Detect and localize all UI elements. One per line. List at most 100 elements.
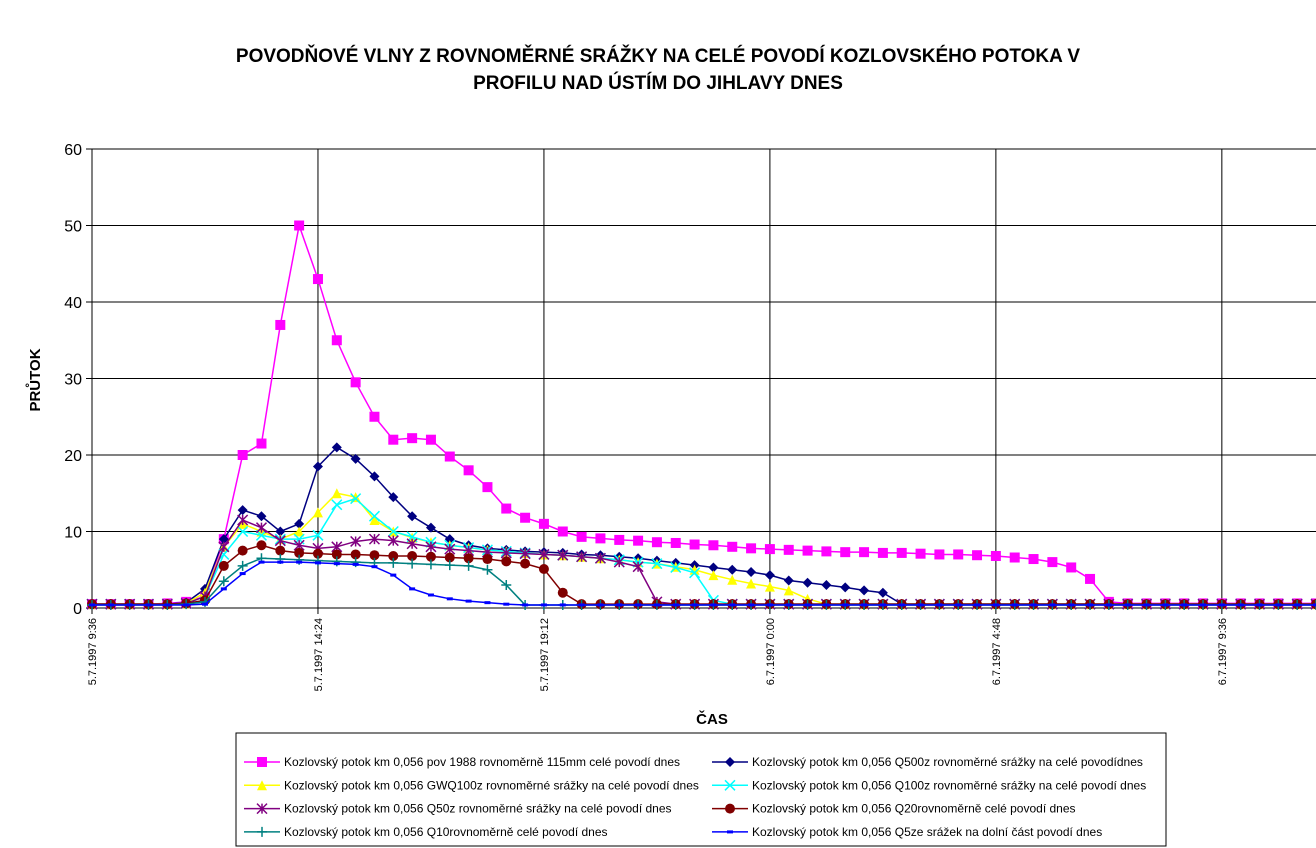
data-point <box>501 503 512 514</box>
data-point <box>427 593 434 597</box>
data-point <box>1011 603 1018 607</box>
data-point <box>294 518 305 529</box>
x-tick-label: 6.7.1997 9:36 <box>1217 618 1229 685</box>
data-point <box>444 560 455 571</box>
data-point <box>352 562 359 566</box>
data-point <box>896 547 907 558</box>
legend-label: Kozlovský potok km 0,056 GWQ100z rovnomě… <box>284 778 699 792</box>
data-point <box>821 580 832 591</box>
data-point <box>595 533 606 544</box>
data-point <box>501 556 512 567</box>
data-point <box>409 587 416 591</box>
data-point <box>312 529 324 541</box>
legend-item: Kozlovský potok km 0,056 Q500z rovnoměrn… <box>712 755 1143 769</box>
data-point <box>1162 603 1169 607</box>
data-point <box>804 603 811 607</box>
y-axis-label: PRŮTOK <box>25 348 44 411</box>
data-point <box>220 587 227 591</box>
y-tick-label: 50 <box>64 219 82 236</box>
data-point <box>312 274 323 285</box>
data-point <box>312 507 323 518</box>
data-point <box>145 603 152 607</box>
legend-item: Kozlovský potok km 0,056 GWQ100z rovnomě… <box>244 778 699 792</box>
x-tick-label: 6.7.1997 0:00 <box>765 618 777 685</box>
data-point <box>407 433 418 444</box>
data-point <box>312 461 323 472</box>
data-point <box>877 587 888 598</box>
data-point <box>331 335 342 346</box>
data-point <box>237 560 248 571</box>
data-point <box>840 547 851 558</box>
data-point <box>218 560 229 571</box>
data-point <box>934 549 945 560</box>
data-point <box>1085 573 1096 584</box>
data-point <box>484 601 491 605</box>
data-point <box>274 535 286 547</box>
data-point <box>183 603 190 607</box>
data-point <box>425 551 436 562</box>
data-point <box>164 603 171 607</box>
data-point <box>955 603 962 607</box>
data-point <box>1143 603 1150 607</box>
data-point <box>1275 603 1282 607</box>
data-point <box>727 541 738 552</box>
legend-item: Kozlovský potok km 0,056 Q50z rovnoměrné… <box>244 802 672 816</box>
data-point <box>783 585 794 596</box>
data-point <box>538 518 549 529</box>
data-point <box>425 522 436 533</box>
legend-marker <box>724 779 736 791</box>
data-point <box>823 603 830 607</box>
data-point <box>277 560 284 564</box>
data-point <box>727 564 738 575</box>
data-point <box>520 558 531 569</box>
data-point <box>917 603 924 607</box>
data-point <box>785 603 792 607</box>
data-point <box>594 552 606 564</box>
y-tick-label: 30 <box>64 372 82 389</box>
data-point <box>371 565 378 569</box>
data-point <box>444 534 455 545</box>
legend-item: Kozlovský potok km 0,056 pov 1988 rovnom… <box>244 755 680 769</box>
data-point <box>425 559 436 570</box>
data-point <box>501 580 512 591</box>
data-point <box>294 220 305 231</box>
data-point <box>463 465 474 476</box>
data-point <box>294 547 305 558</box>
data-point <box>1124 603 1131 607</box>
data-point <box>898 603 905 607</box>
data-point <box>369 515 380 526</box>
chart-title-text: POVODŇOVÉ VLNY Z ROVNOMĚRNÉ SRÁŽKY NA CE… <box>236 45 1081 94</box>
data-point <box>256 511 267 522</box>
data-point <box>275 545 286 556</box>
data-point <box>522 603 529 607</box>
data-point <box>972 550 983 561</box>
data-point <box>390 573 397 577</box>
data-point <box>407 558 418 569</box>
data-point <box>312 548 323 559</box>
data-point <box>406 538 418 550</box>
data-point <box>672 603 679 607</box>
legend-label: Kozlovský potok km 0,056 Q50z rovnoměrné… <box>284 802 672 816</box>
data-point <box>746 578 757 589</box>
data-point <box>369 471 380 482</box>
data-point <box>256 540 267 551</box>
data-point <box>915 548 926 559</box>
data-point <box>1047 557 1058 568</box>
data-point <box>708 540 719 551</box>
data-point <box>802 545 813 556</box>
data-point <box>953 549 964 560</box>
data-point <box>463 560 474 571</box>
data-point <box>388 550 399 561</box>
title-line: PROFILU NAD ÚSTÍM DO JIHLAVY DNES <box>473 72 843 94</box>
series-line <box>92 561 1316 606</box>
data-point <box>746 543 757 554</box>
data-point <box>369 550 380 561</box>
data-point <box>1105 603 1112 607</box>
data-point <box>201 602 208 606</box>
data-point <box>1181 603 1188 607</box>
data-point <box>974 603 981 607</box>
data-point <box>388 557 399 568</box>
data-point <box>258 560 265 564</box>
data-point <box>1200 603 1207 607</box>
